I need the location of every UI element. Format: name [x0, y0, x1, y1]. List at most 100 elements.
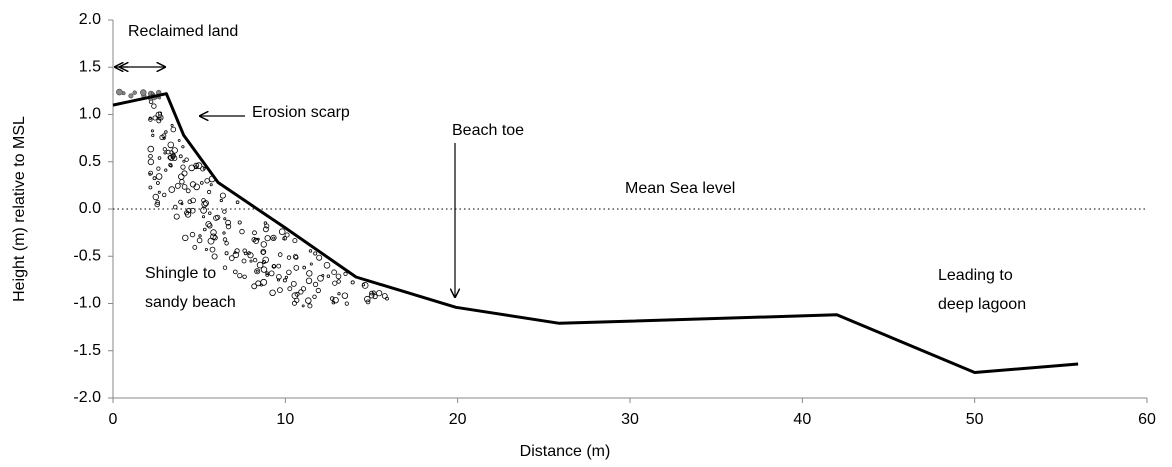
pebble	[309, 262, 313, 266]
pebble	[229, 255, 235, 261]
pebble	[207, 223, 213, 229]
pebble	[260, 266, 268, 273]
pebble	[305, 277, 313, 284]
y-tick-label: -2.0	[73, 389, 101, 406]
pebble	[203, 227, 207, 232]
pebble	[156, 166, 161, 171]
pebble	[306, 270, 313, 277]
pebble	[222, 209, 227, 214]
pebble	[168, 162, 173, 167]
pebble	[178, 199, 183, 205]
pebble	[284, 275, 288, 279]
pebble	[237, 220, 242, 225]
pebble	[219, 192, 226, 199]
pebble	[350, 280, 355, 285]
pebble	[253, 237, 260, 244]
pebble	[336, 279, 341, 284]
pebble	[276, 278, 281, 282]
gravel	[151, 91, 155, 95]
pebble	[224, 251, 229, 256]
pebble	[243, 251, 248, 256]
pebble	[209, 246, 216, 253]
pebble	[152, 176, 157, 181]
pebble	[207, 189, 212, 195]
pebble	[312, 281, 319, 287]
pebble	[331, 269, 337, 276]
x-tick-label: 50	[966, 411, 984, 428]
pebble	[264, 235, 271, 242]
pebble	[282, 278, 287, 283]
pebble	[293, 254, 299, 260]
pebble	[262, 226, 269, 233]
pebble	[332, 280, 338, 286]
pebble	[343, 271, 348, 276]
arrows	[115, 67, 455, 297]
gravel	[116, 88, 123, 96]
pebble	[150, 129, 154, 133]
pebble	[265, 273, 270, 277]
pebble	[181, 170, 188, 177]
pebble	[294, 291, 300, 297]
pebble	[181, 145, 185, 149]
pebble	[161, 192, 167, 198]
x-tick-label: 60	[1138, 411, 1156, 428]
pebble	[260, 241, 267, 248]
pebble	[200, 181, 204, 185]
y-tick-label: -1.0	[73, 295, 101, 312]
pebble	[234, 248, 240, 254]
pebble	[184, 157, 189, 162]
pebble	[151, 103, 157, 109]
pebble	[189, 181, 197, 188]
pebble	[291, 300, 297, 306]
pebble	[292, 254, 299, 260]
pebble	[171, 155, 178, 161]
pebble	[222, 237, 228, 242]
pebble	[167, 155, 173, 160]
pebble	[171, 147, 178, 154]
gravel	[132, 90, 137, 95]
pebble	[326, 274, 331, 278]
pebble	[364, 295, 371, 303]
x-tick-label: 40	[793, 411, 811, 428]
pebble	[308, 249, 313, 253]
pebble	[237, 272, 243, 279]
pebble	[155, 181, 160, 185]
pebble	[315, 287, 321, 294]
pebble	[174, 182, 181, 189]
pebble	[272, 236, 276, 240]
pebble	[329, 296, 335, 301]
annotation: deep lagoon	[938, 296, 1026, 313]
y-tick-label: 0.5	[79, 153, 101, 170]
pebble	[287, 286, 293, 292]
pebble	[157, 190, 161, 194]
pebble	[193, 162, 200, 169]
data-line	[112, 92, 1079, 374]
pebble	[381, 293, 388, 299]
pebble	[185, 211, 192, 218]
pebble	[182, 159, 186, 163]
pebble	[157, 114, 164, 121]
annotation: Reclaimed land	[128, 23, 238, 40]
pebble	[200, 206, 208, 214]
pebble	[204, 247, 208, 251]
pebble	[255, 269, 259, 273]
pebble	[376, 290, 383, 297]
pebble	[172, 204, 178, 210]
pebble	[213, 215, 219, 221]
pebble	[292, 238, 298, 244]
pebble	[254, 268, 261, 275]
x-tick-label: 10	[276, 411, 294, 428]
gravel	[140, 89, 147, 96]
x-tick-label: 20	[449, 411, 467, 428]
pebble	[178, 154, 183, 159]
pebble	[290, 280, 297, 287]
pebble	[219, 198, 223, 203]
pebble	[372, 293, 378, 300]
pebble	[284, 232, 290, 238]
pebble	[157, 156, 162, 160]
pebble	[201, 215, 205, 219]
pebble	[222, 265, 228, 270]
pebble	[269, 289, 276, 296]
pebble	[148, 117, 153, 122]
pebble	[260, 278, 268, 286]
